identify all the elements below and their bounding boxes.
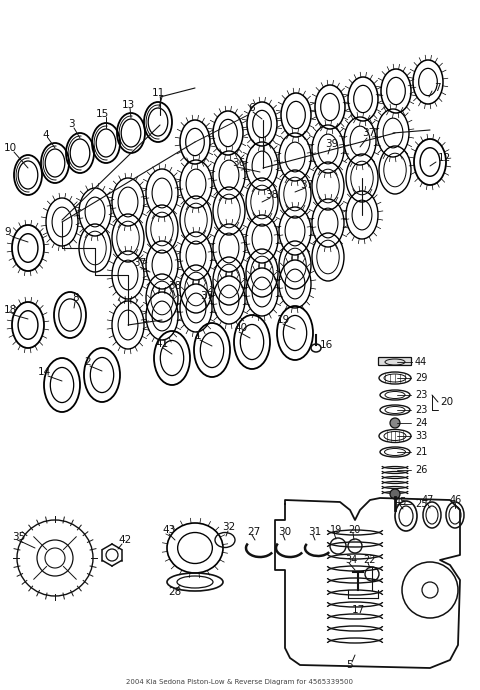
Text: 19: 19 [277,315,290,325]
Text: 8: 8 [72,293,79,303]
Text: 16: 16 [320,340,333,350]
Text: 27: 27 [247,527,260,537]
Text: 20: 20 [348,525,360,535]
Text: 32: 32 [222,522,235,532]
Text: 34: 34 [345,555,357,565]
Text: 26: 26 [415,465,427,475]
Text: 23: 23 [415,390,427,400]
Text: 29: 29 [415,373,427,383]
Text: 43: 43 [162,525,175,535]
Text: 31: 31 [308,527,321,537]
Text: 41: 41 [155,339,168,349]
Text: 47: 47 [422,495,434,505]
Text: 5: 5 [346,660,353,670]
Text: 46: 46 [450,495,462,505]
Text: 38: 38 [168,281,181,291]
FancyBboxPatch shape [379,357,411,366]
Text: 21: 21 [415,447,427,457]
Text: 33: 33 [415,431,427,441]
Text: 28: 28 [168,587,181,597]
Text: 12: 12 [438,153,451,163]
Text: 1: 1 [195,331,202,341]
Text: 20: 20 [440,397,453,407]
Text: 7: 7 [434,83,441,93]
Text: 24: 24 [415,418,427,428]
Text: 37: 37 [300,180,313,190]
Text: 37: 37 [362,128,375,138]
Text: 38: 38 [265,190,278,200]
Text: 2004 Kia Sedona Piston-Low & Reverse Diagram for 4565339500: 2004 Kia Sedona Piston-Low & Reverse Dia… [127,679,353,685]
Text: 39: 39 [325,139,338,149]
Circle shape [390,489,400,499]
Text: 25: 25 [415,499,428,509]
Text: 44: 44 [415,357,427,367]
Text: 19: 19 [330,525,342,535]
Text: 3: 3 [68,119,74,129]
Text: 30: 30 [278,527,291,537]
Text: 9: 9 [4,227,11,237]
Text: 18: 18 [4,305,17,315]
Text: 14: 14 [38,367,51,377]
Text: 2: 2 [84,357,91,367]
Text: 4: 4 [42,130,48,140]
Text: 23: 23 [415,405,427,415]
Text: 22: 22 [363,555,375,565]
Text: 6: 6 [248,103,254,113]
Circle shape [390,418,400,428]
Text: 42: 42 [118,535,131,545]
Text: 45: 45 [395,497,408,507]
Text: 36: 36 [232,158,245,168]
Text: 35: 35 [12,532,25,542]
Text: 40: 40 [234,323,247,333]
Text: 11: 11 [151,88,165,98]
Text: 15: 15 [96,109,109,119]
Text: 10: 10 [4,143,17,153]
Text: 17: 17 [351,605,365,615]
Text: 37: 37 [200,291,213,301]
Text: 13: 13 [122,100,135,110]
Text: 37: 37 [133,258,146,268]
